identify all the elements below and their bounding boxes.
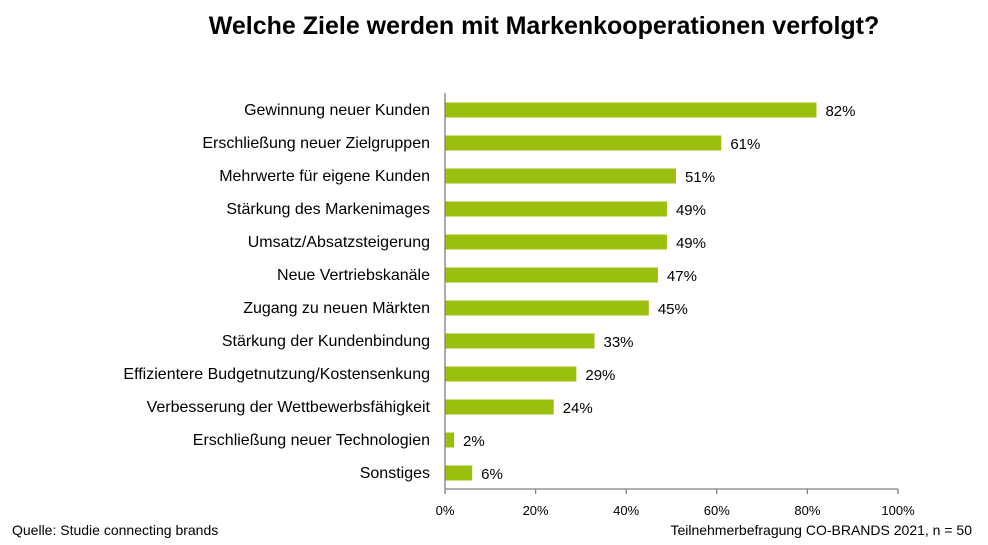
- value-label: 49%: [676, 235, 706, 252]
- x-tick-label: 40%: [613, 503, 639, 518]
- category-label: Mehrwerte für eigene Kunden: [219, 168, 430, 185]
- value-label: 47%: [667, 268, 697, 285]
- bar: [445, 333, 595, 349]
- value-label: 51%: [685, 169, 715, 186]
- value-label: 45%: [658, 301, 688, 318]
- value-label: 24%: [563, 400, 593, 417]
- bar: [445, 267, 658, 283]
- value-label: 82%: [825, 103, 855, 120]
- category-label: Umsatz/Absatzsteigerung: [248, 234, 430, 251]
- category-label: Sonstiges: [360, 465, 430, 482]
- category-label: Erschließung neuer Zielgruppen: [202, 135, 430, 152]
- category-label: Effizientere Budgetnutzung/Kostensenkung: [123, 366, 430, 383]
- x-tick-label: 60%: [704, 503, 730, 518]
- bar: [445, 234, 667, 250]
- value-label: 49%: [676, 202, 706, 219]
- bar: [445, 432, 455, 448]
- source-note: Quelle: Studie connecting brands: [12, 522, 219, 538]
- bar: [445, 366, 577, 382]
- bar: [445, 135, 722, 151]
- category-label: Verbesserung der Wettbewerbsfähigkeit: [147, 399, 431, 416]
- x-tick-label: 80%: [794, 503, 820, 518]
- bar: [445, 399, 554, 415]
- category-label: Neue Vertriebskanäle: [277, 267, 430, 284]
- category-label: Erschließung neuer Technologien: [193, 432, 430, 449]
- bar: [445, 102, 817, 118]
- category-label: Stärkung der Kundenbindung: [222, 333, 430, 350]
- value-label: 6%: [481, 466, 503, 483]
- bar: [445, 300, 649, 316]
- category-label: Zugang zu neuen Märkten: [243, 300, 430, 317]
- value-label: 33%: [603, 334, 633, 351]
- survey-note: Teilnehmerbefragung CO-BRANDS 2021, n = …: [670, 522, 972, 538]
- category-label: Stärkung des Markenimages: [226, 201, 430, 218]
- category-label: Gewinnung neuer Kunden: [244, 102, 430, 119]
- bar: [445, 201, 667, 217]
- value-label: 29%: [585, 367, 615, 384]
- bar: [445, 465, 473, 481]
- x-tick-label: 0%: [436, 503, 455, 518]
- value-label: 2%: [463, 433, 485, 450]
- x-tick-label: 100%: [881, 503, 915, 518]
- value-label: 61%: [730, 136, 760, 153]
- bar: [445, 168, 677, 184]
- chart-title: Welche Ziele werden mit Markenkooperatio…: [208, 12, 880, 40]
- x-tick-label: 20%: [523, 503, 549, 518]
